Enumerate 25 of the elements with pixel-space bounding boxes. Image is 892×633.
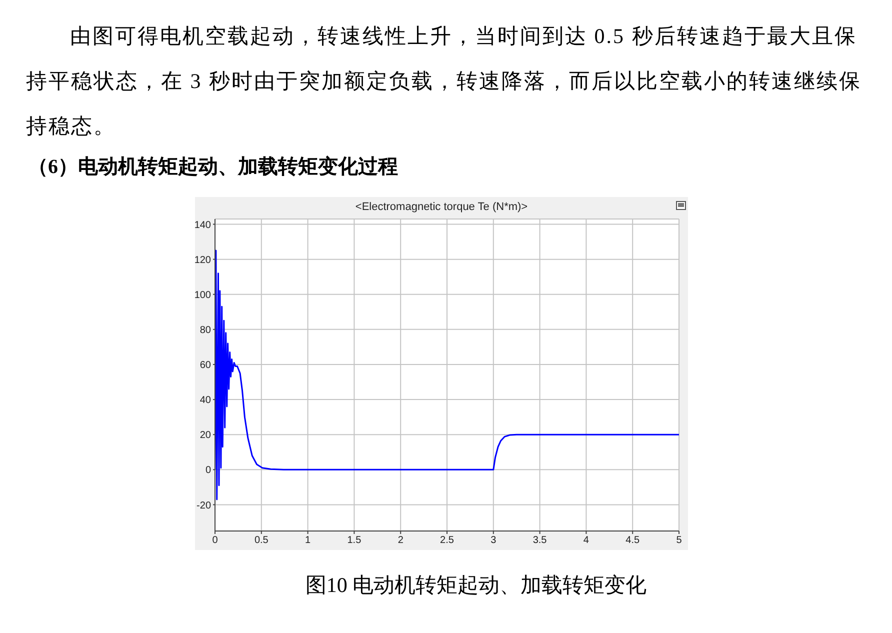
x-tick-label: 3.5 bbox=[532, 535, 548, 546]
text: 由图可得电机空载起动，转速线性上升，当时间到达 0.5 秒后转速趋于最大且保持平稳状态，在 3 秒时由于突加额定负载，转速降落，而后以比空载小的转速继续保持稳态。 bbox=[26, 23, 862, 140]
x-tick-label: 0 bbox=[212, 535, 218, 546]
x-tick-label: 3 bbox=[490, 535, 497, 546]
x-tick-label: 1 bbox=[305, 535, 312, 546]
y-tick-label: 100 bbox=[194, 290, 212, 301]
chart-title: <Electromagnetic torque Te (N*m)> bbox=[354, 201, 529, 213]
y-tick-label: 60 bbox=[200, 360, 212, 372]
x-tick-label: 4.5 bbox=[626, 535, 640, 546]
caption: 图10 电动机转矩起动、加载转矩变化 bbox=[304, 572, 648, 599]
line-series bbox=[215, 250, 679, 500]
text: （6）电动机转矩起动、加载转矩变化过程 bbox=[28, 154, 398, 180]
x-tick-label: 0.5 bbox=[254, 535, 269, 546]
y-tick-label: 120 bbox=[194, 254, 212, 266]
x-tick-label: 4 bbox=[583, 535, 590, 546]
y-tick-label: 20 bbox=[200, 430, 212, 442]
y-tick-label: 0 bbox=[205, 465, 212, 476]
x-tick-label: 1.5 bbox=[347, 535, 362, 546]
x-tick-label: 2 bbox=[398, 535, 404, 546]
y-tick-label: 40 bbox=[200, 395, 212, 406]
x-tick-label: 2.5 bbox=[440, 535, 454, 546]
x-tick-label: 5 bbox=[676, 535, 682, 546]
y-tick-label: -20 bbox=[196, 500, 212, 512]
y-tick-label: 80 bbox=[200, 324, 212, 336]
y-tick-label: 140 bbox=[194, 220, 212, 231]
